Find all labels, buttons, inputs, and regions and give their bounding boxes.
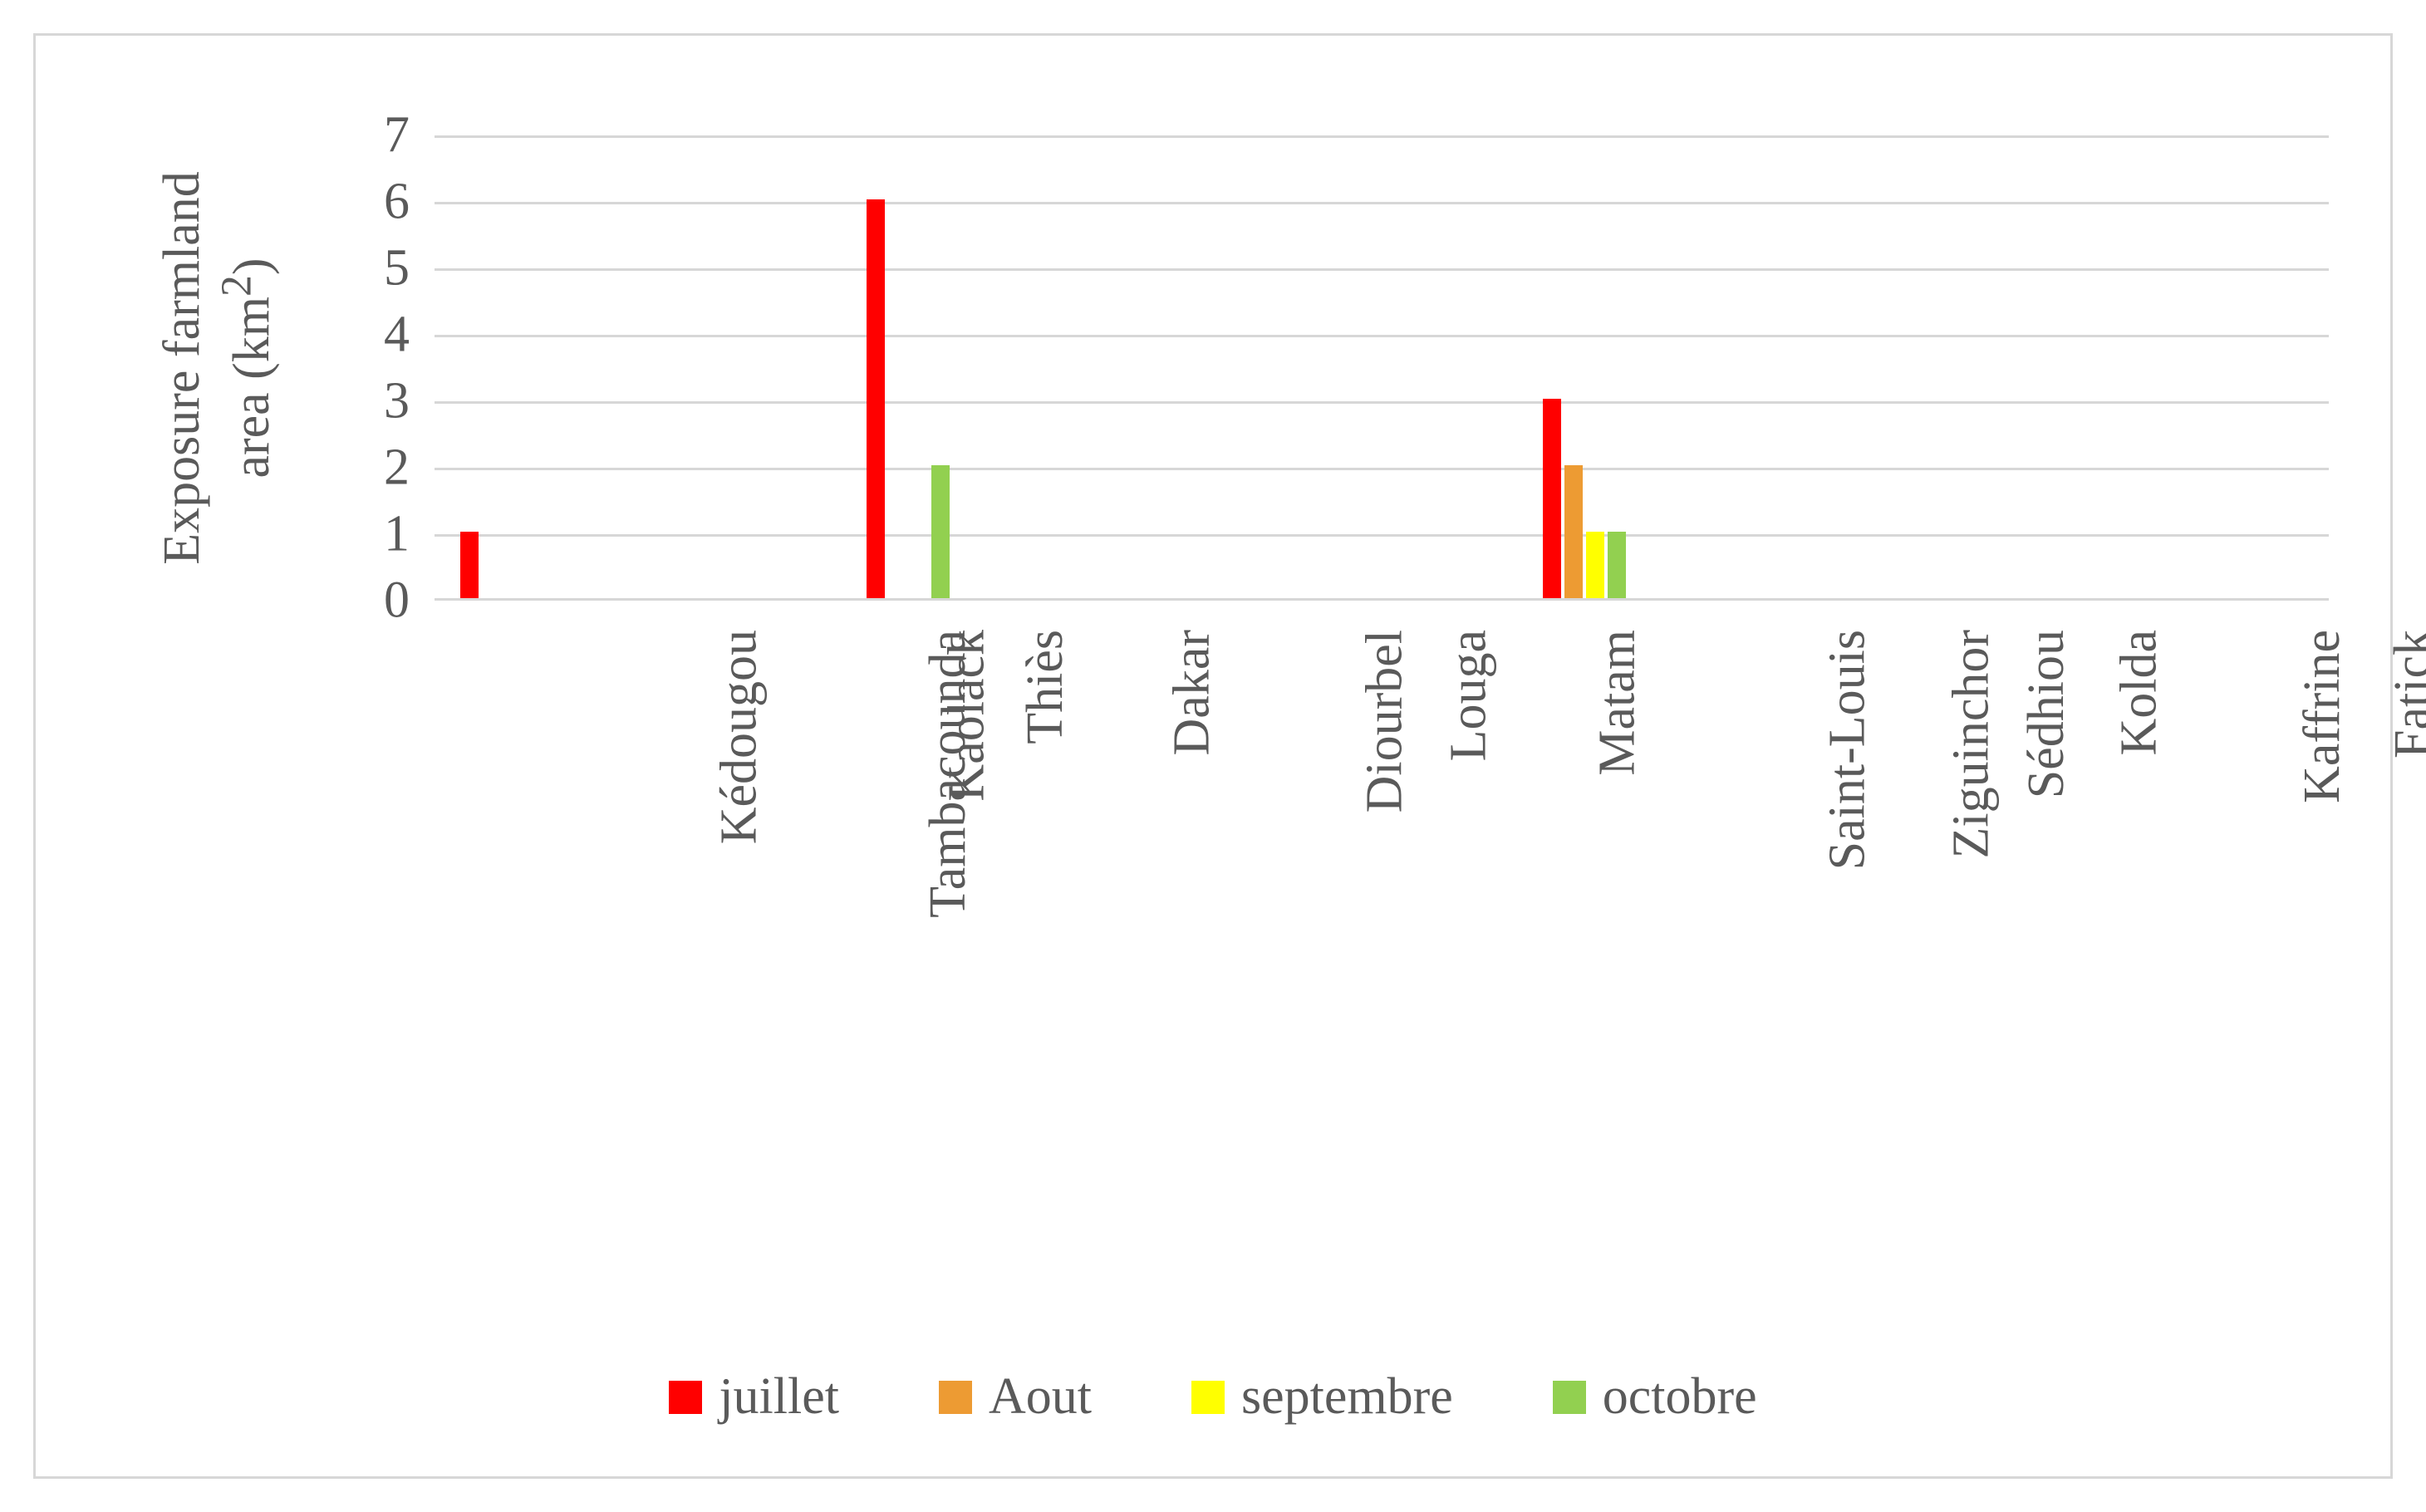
bar bbox=[931, 465, 950, 598]
x-tick-label: Louga bbox=[1439, 630, 1498, 761]
y-tick-label: 0 bbox=[384, 572, 410, 631]
gridline bbox=[435, 401, 2329, 404]
x-axis-tick-labels: KédougouTambacoundaKaolackThièsDakarDiou… bbox=[435, 630, 2329, 1211]
legend-item: juillet bbox=[669, 1367, 839, 1426]
x-tick-label: Kaffrine bbox=[2293, 630, 2352, 803]
y-tick-label: 3 bbox=[384, 372, 410, 431]
chart-frame: Exposure farmlandarea (km2) 0 1 2 3 4 5 6 7 Kéd… bbox=[33, 33, 2393, 1479]
y-axis-title-text: Exposure farmlandarea (km2) bbox=[154, 171, 280, 564]
legend-item: Aout bbox=[939, 1367, 1092, 1426]
legend-label: juillet bbox=[719, 1367, 839, 1426]
bar bbox=[867, 199, 885, 598]
gridline bbox=[435, 268, 2329, 271]
x-tick-label: Matam bbox=[1589, 630, 1648, 776]
y-tick-label: 1 bbox=[384, 505, 410, 564]
x-tick-label: Saint-Louis bbox=[1819, 630, 1878, 870]
legend-swatch bbox=[1191, 1381, 1225, 1414]
y-tick-label: 7 bbox=[384, 106, 410, 165]
x-tick-label: Thiès bbox=[1016, 630, 1075, 744]
bar bbox=[460, 532, 479, 598]
gridline bbox=[435, 135, 2329, 138]
legend-swatch bbox=[1553, 1381, 1586, 1414]
gridline bbox=[435, 202, 2329, 204]
legend-item: septembre bbox=[1191, 1367, 1453, 1426]
x-tick-label: Kolda bbox=[2109, 630, 2168, 756]
y-tick-label: 5 bbox=[384, 239, 410, 298]
x-tick-label: Ziguinchor bbox=[1942, 630, 2001, 859]
x-tick-label: Sédhiou bbox=[2017, 630, 2076, 798]
y-tick-label: 2 bbox=[384, 439, 410, 498]
plot-area bbox=[435, 135, 2329, 601]
legend-label: septembre bbox=[1241, 1367, 1453, 1426]
x-tick-label: Kédougou bbox=[710, 630, 769, 844]
x-tick-label: Dakar bbox=[1162, 630, 1221, 755]
y-tick-label: 4 bbox=[384, 306, 410, 365]
legend-swatch bbox=[939, 1381, 972, 1414]
legend: juillet Aout septembre octobre bbox=[36, 1367, 2390, 1426]
legend-label: Aout bbox=[989, 1367, 1092, 1426]
x-tick-label: Diourbel bbox=[1355, 630, 1414, 812]
bar bbox=[1543, 399, 1561, 598]
x-tick-label: Kaolack bbox=[938, 630, 997, 802]
y-axis-title: Exposure farmlandarea (km2) bbox=[94, 110, 310, 626]
bar bbox=[1564, 465, 1583, 598]
gridline bbox=[435, 468, 2329, 470]
gridline bbox=[435, 335, 2329, 337]
y-tick-label: 6 bbox=[384, 173, 410, 232]
gridline bbox=[435, 534, 2329, 537]
x-tick-label: Fatick bbox=[2384, 630, 2426, 758]
legend-item: octobre bbox=[1553, 1367, 1757, 1426]
legend-label: octobre bbox=[1603, 1367, 1757, 1426]
bar bbox=[1608, 532, 1626, 598]
legend-swatch bbox=[669, 1381, 702, 1414]
bar bbox=[1586, 532, 1604, 598]
